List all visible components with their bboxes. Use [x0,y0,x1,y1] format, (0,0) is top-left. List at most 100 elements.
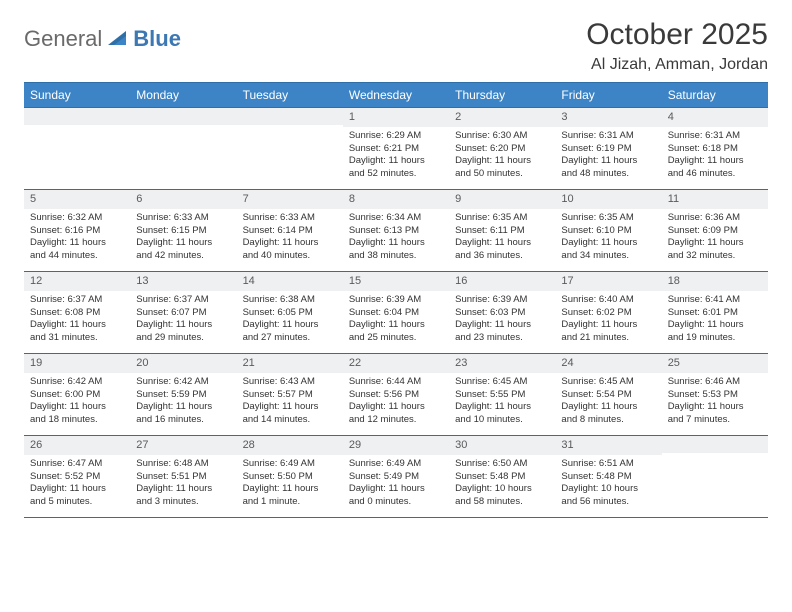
daylight-text: Daylight: 11 hours and 12 minutes. [349,401,443,427]
month-title: October 2025 [586,18,768,52]
day-body: Sunrise: 6:40 AMSunset: 6:02 PMDaylight:… [555,291,661,349]
daylight-text: Daylight: 10 hours and 58 minutes. [455,483,549,509]
daylight-text: Daylight: 11 hours and 16 minutes. [136,401,230,427]
sunrise-text: Sunrise: 6:30 AM [455,130,549,143]
day-number: 3 [555,108,661,127]
brand-part2: Blue [133,26,181,52]
weekday-header: Friday [555,83,661,108]
weekday-header: Tuesday [237,83,343,108]
daylight-text: Daylight: 11 hours and 8 minutes. [561,401,655,427]
calendar-week-row: 26Sunrise: 6:47 AMSunset: 5:52 PMDayligh… [24,436,768,518]
day-body: Sunrise: 6:41 AMSunset: 6:01 PMDaylight:… [662,291,768,349]
sunset-text: Sunset: 6:05 PM [243,307,337,320]
day-body: Sunrise: 6:37 AMSunset: 6:07 PMDaylight:… [130,291,236,349]
day-body: Sunrise: 6:31 AMSunset: 6:18 PMDaylight:… [662,127,768,185]
day-body: Sunrise: 6:35 AMSunset: 6:10 PMDaylight:… [555,209,661,267]
day-cell: 9Sunrise: 6:35 AMSunset: 6:11 PMDaylight… [449,190,555,272]
day-number: 14 [237,272,343,291]
day-cell: 15Sunrise: 6:39 AMSunset: 6:04 PMDayligh… [343,272,449,354]
sunset-text: Sunset: 6:16 PM [30,225,124,238]
day-number: 5 [24,190,130,209]
sunrise-text: Sunrise: 6:45 AM [455,376,549,389]
day-body: Sunrise: 6:45 AMSunset: 5:54 PMDaylight:… [555,373,661,431]
sunrise-text: Sunrise: 6:41 AM [668,294,762,307]
sunrise-text: Sunrise: 6:45 AM [561,376,655,389]
sunrise-text: Sunrise: 6:44 AM [349,376,443,389]
sunset-text: Sunset: 6:13 PM [349,225,443,238]
day-cell: 13Sunrise: 6:37 AMSunset: 6:07 PMDayligh… [130,272,236,354]
sunset-text: Sunset: 6:01 PM [668,307,762,320]
daylight-text: Daylight: 11 hours and 29 minutes. [136,319,230,345]
sunrise-text: Sunrise: 6:33 AM [136,212,230,225]
day-number: 30 [449,436,555,455]
day-number: 1 [343,108,449,127]
sunset-text: Sunset: 6:04 PM [349,307,443,320]
day-body: Sunrise: 6:47 AMSunset: 5:52 PMDaylight:… [24,455,130,513]
day-cell: 18Sunrise: 6:41 AMSunset: 6:01 PMDayligh… [662,272,768,354]
day-cell: 10Sunrise: 6:35 AMSunset: 6:10 PMDayligh… [555,190,661,272]
day-body: Sunrise: 6:43 AMSunset: 5:57 PMDaylight:… [237,373,343,431]
day-cell: 1Sunrise: 6:29 AMSunset: 6:21 PMDaylight… [343,108,449,190]
day-body: Sunrise: 6:46 AMSunset: 5:53 PMDaylight:… [662,373,768,431]
day-cell: 2Sunrise: 6:30 AMSunset: 6:20 PMDaylight… [449,108,555,190]
day-body: Sunrise: 6:49 AMSunset: 5:49 PMDaylight:… [343,455,449,513]
day-body: Sunrise: 6:38 AMSunset: 6:05 PMDaylight:… [237,291,343,349]
daylight-text: Daylight: 11 hours and 32 minutes. [668,237,762,263]
day-cell: 30Sunrise: 6:50 AMSunset: 5:48 PMDayligh… [449,436,555,518]
sail-icon [108,28,130,51]
day-body: Sunrise: 6:50 AMSunset: 5:48 PMDaylight:… [449,455,555,513]
daylight-text: Daylight: 11 hours and 18 minutes. [30,401,124,427]
day-body: Sunrise: 6:39 AMSunset: 6:03 PMDaylight:… [449,291,555,349]
day-body: Sunrise: 6:42 AMSunset: 6:00 PMDaylight:… [24,373,130,431]
day-number: 12 [24,272,130,291]
day-body: Sunrise: 6:36 AMSunset: 6:09 PMDaylight:… [662,209,768,267]
sunset-text: Sunset: 5:54 PM [561,389,655,402]
day-number: 16 [449,272,555,291]
sunrise-text: Sunrise: 6:49 AM [349,458,443,471]
sunrise-text: Sunrise: 6:36 AM [668,212,762,225]
sunrise-text: Sunrise: 6:29 AM [349,130,443,143]
calendar-week-row: 12Sunrise: 6:37 AMSunset: 6:08 PMDayligh… [24,272,768,354]
sunrise-text: Sunrise: 6:49 AM [243,458,337,471]
day-cell: 7Sunrise: 6:33 AMSunset: 6:14 PMDaylight… [237,190,343,272]
sunrise-text: Sunrise: 6:31 AM [561,130,655,143]
sunrise-text: Sunrise: 6:42 AM [30,376,124,389]
daylight-text: Daylight: 10 hours and 56 minutes. [561,483,655,509]
day-number: 20 [130,354,236,373]
day-body: Sunrise: 6:35 AMSunset: 6:11 PMDaylight:… [449,209,555,267]
day-cell: 4Sunrise: 6:31 AMSunset: 6:18 PMDaylight… [662,108,768,190]
sunrise-text: Sunrise: 6:39 AM [349,294,443,307]
day-body: Sunrise: 6:48 AMSunset: 5:51 PMDaylight:… [130,455,236,513]
sunrise-text: Sunrise: 6:46 AM [668,376,762,389]
day-body: Sunrise: 6:33 AMSunset: 6:14 PMDaylight:… [237,209,343,267]
day-number: 29 [343,436,449,455]
sunset-text: Sunset: 6:14 PM [243,225,337,238]
day-body: Sunrise: 6:51 AMSunset: 5:48 PMDaylight:… [555,455,661,513]
day-cell: 31Sunrise: 6:51 AMSunset: 5:48 PMDayligh… [555,436,661,518]
day-cell: 25Sunrise: 6:46 AMSunset: 5:53 PMDayligh… [662,354,768,436]
day-cell: 8Sunrise: 6:34 AMSunset: 6:13 PMDaylight… [343,190,449,272]
empty-cell [24,108,130,190]
day-cell: 12Sunrise: 6:37 AMSunset: 6:08 PMDayligh… [24,272,130,354]
sunset-text: Sunset: 6:19 PM [561,143,655,156]
sunset-text: Sunset: 6:00 PM [30,389,124,402]
day-body: Sunrise: 6:30 AMSunset: 6:20 PMDaylight:… [449,127,555,185]
sunset-text: Sunset: 5:52 PM [30,471,124,484]
sunset-text: Sunset: 5:50 PM [243,471,337,484]
day-cell: 16Sunrise: 6:39 AMSunset: 6:03 PMDayligh… [449,272,555,354]
title-block: October 2025 Al Jizah, Amman, Jordan [586,18,768,74]
day-body: Sunrise: 6:32 AMSunset: 6:16 PMDaylight:… [24,209,130,267]
day-number: 6 [130,190,236,209]
daylight-text: Daylight: 11 hours and 48 minutes. [561,155,655,181]
sunset-text: Sunset: 5:59 PM [136,389,230,402]
daylight-text: Daylight: 11 hours and 34 minutes. [561,237,655,263]
daylight-text: Daylight: 11 hours and 27 minutes. [243,319,337,345]
day-cell: 3 Sunrise: 6:31 AMSunset: 6:19 PMDaylight… [555,108,661,190]
day-number: 26 [24,436,130,455]
sunset-text: Sunset: 6:11 PM [455,225,549,238]
day-number: 9 [449,190,555,209]
day-body: Sunrise: 6:34 AMSunset: 6:13 PMDaylight:… [343,209,449,267]
day-cell: 26Sunrise: 6:47 AMSunset: 5:52 PMDayligh… [24,436,130,518]
day-cell: 22Sunrise: 6:44 AMSunset: 5:56 PMDayligh… [343,354,449,436]
day-cell: 23Sunrise: 6:45 AMSunset: 5:55 PMDayligh… [449,354,555,436]
